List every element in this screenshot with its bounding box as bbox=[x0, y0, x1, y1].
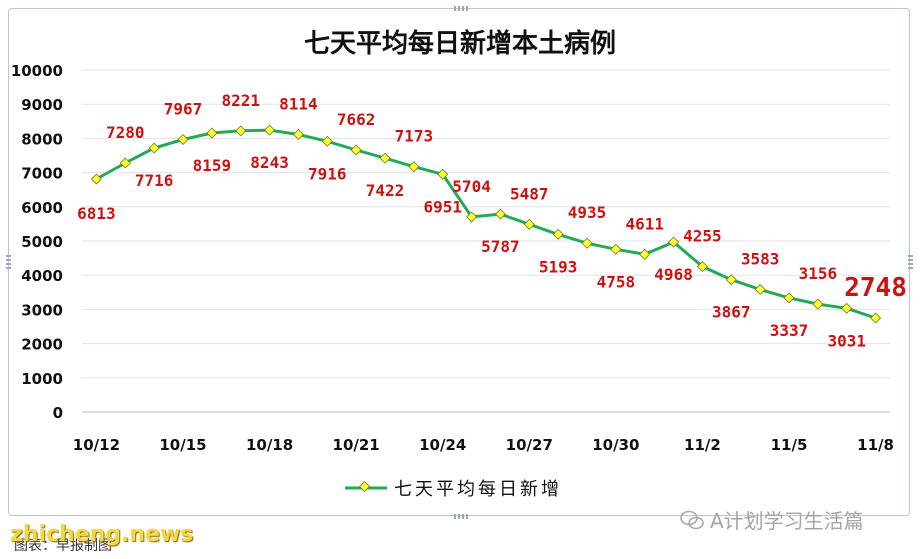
legend: 七天平均每日新增 bbox=[345, 479, 562, 500]
data-point bbox=[754, 283, 766, 295]
series-markers bbox=[90, 124, 882, 324]
x-tick-label: 11/2 bbox=[684, 436, 721, 454]
resize-handle-bottom[interactable] bbox=[454, 514, 468, 519]
data-point bbox=[523, 218, 535, 230]
x-axis-ticks: 10/12 10/15 10/18 10/21 10/24 10/27 10/30 11/2 1… bbox=[73, 436, 894, 454]
data-point bbox=[552, 228, 564, 240]
y-tick-label: 10000 bbox=[11, 62, 63, 80]
series-line bbox=[95, 128, 877, 320]
data-point bbox=[783, 292, 795, 304]
x-tick-label: 10/27 bbox=[506, 436, 553, 454]
y-tick-label: 8000 bbox=[21, 130, 63, 148]
data-label: 7422 bbox=[366, 181, 405, 200]
data-label: 7280 bbox=[106, 123, 145, 142]
data-label: 7662 bbox=[337, 110, 376, 129]
y-tick-label: 7000 bbox=[21, 165, 63, 183]
data-labels: 6813 7280 7716 7967 8159 8221 8243 8114 7916 7662… bbox=[77, 91, 907, 350]
data-label: 7173 bbox=[395, 127, 434, 146]
y-tick-label: 4000 bbox=[21, 267, 63, 285]
data-label: 3867 bbox=[712, 303, 751, 322]
data-point bbox=[350, 144, 362, 156]
data-point bbox=[639, 248, 651, 260]
data-label: 7916 bbox=[308, 164, 347, 183]
data-point bbox=[408, 161, 420, 173]
y-tick-label: 2000 bbox=[21, 336, 63, 354]
data-label: 5704 bbox=[452, 177, 491, 196]
data-label-latest: 2748 bbox=[844, 273, 907, 303]
resize-handle-left[interactable] bbox=[6, 255, 11, 269]
x-tick-label: 10/21 bbox=[333, 436, 380, 454]
data-label: 8159 bbox=[193, 156, 232, 175]
data-label: 4758 bbox=[597, 272, 636, 291]
data-point bbox=[725, 274, 737, 286]
data-label: 3156 bbox=[799, 264, 838, 283]
site-watermark: zhicheng.news bbox=[10, 522, 194, 547]
data-label: 5787 bbox=[481, 237, 520, 256]
data-label: 6813 bbox=[77, 204, 116, 223]
y-tick-label: 0 bbox=[53, 404, 63, 422]
data-label: 4935 bbox=[568, 203, 607, 222]
data-point bbox=[610, 243, 622, 255]
data-label: 8114 bbox=[279, 95, 318, 114]
resize-handle-top[interactable] bbox=[454, 6, 468, 11]
data-point bbox=[812, 298, 824, 310]
data-point bbox=[668, 236, 680, 248]
gridlines bbox=[82, 69, 890, 413]
chart-title: 七天平均每日新增本土病例 bbox=[304, 28, 616, 59]
x-tick-label: 11/5 bbox=[771, 436, 808, 454]
data-point bbox=[177, 134, 189, 146]
data-point bbox=[321, 135, 333, 147]
data-point bbox=[264, 124, 276, 136]
y-tick-label: 1000 bbox=[21, 370, 63, 388]
data-label: 7967 bbox=[164, 100, 203, 119]
legend-marker bbox=[358, 480, 371, 493]
data-point bbox=[466, 211, 478, 223]
data-label: 3337 bbox=[770, 321, 809, 340]
y-tick-label: 5000 bbox=[21, 233, 63, 251]
y-tick-label: 9000 bbox=[21, 96, 63, 114]
y-tick-label: 6000 bbox=[21, 199, 63, 217]
data-point bbox=[581, 237, 593, 249]
data-label: 5193 bbox=[539, 257, 578, 276]
x-tick-label: 10/30 bbox=[592, 436, 639, 454]
data-point bbox=[235, 125, 247, 137]
resize-handle-right[interactable] bbox=[908, 255, 913, 269]
legend-label: 七天平均每日新增 bbox=[394, 479, 562, 500]
data-point bbox=[379, 152, 391, 164]
data-point bbox=[870, 312, 882, 324]
data-label: 8243 bbox=[250, 153, 289, 172]
x-tick-label: 10/24 bbox=[419, 436, 466, 454]
data-point bbox=[696, 260, 708, 272]
data-point bbox=[292, 128, 304, 141]
data-point bbox=[119, 157, 131, 169]
data-point bbox=[841, 302, 853, 314]
x-tick-label: 11/8 bbox=[857, 436, 894, 454]
chat-bubble-icon bbox=[680, 510, 704, 529]
data-label: 3583 bbox=[741, 249, 780, 268]
watermark: A计划学习生活篇 bbox=[680, 505, 864, 534]
x-tick-label: 10/15 bbox=[159, 436, 206, 454]
data-label: 8221 bbox=[221, 91, 260, 110]
data-point bbox=[90, 173, 102, 185]
data-label: 4968 bbox=[654, 265, 693, 284]
data-label: 7716 bbox=[135, 171, 174, 190]
data-label: 3031 bbox=[827, 331, 866, 350]
series-line-path bbox=[95, 128, 877, 320]
data-point bbox=[494, 208, 506, 220]
watermark-text: A计划学习生活篇 bbox=[710, 509, 864, 533]
data-label: 4255 bbox=[683, 226, 722, 245]
y-axis-ticks: 0 1000 2000 3000 4000 5000 6000 7000 8000 9000 100… bbox=[11, 62, 63, 422]
y-tick-label: 3000 bbox=[21, 301, 63, 319]
source-note: 图表：早报制图 bbox=[14, 538, 112, 554]
chart-frame bbox=[8, 8, 910, 516]
data-label: 6951 bbox=[423, 197, 462, 216]
data-point bbox=[437, 168, 449, 180]
x-tick-label: 10/12 bbox=[73, 436, 120, 454]
data-point bbox=[148, 142, 160, 154]
data-point bbox=[206, 127, 218, 139]
x-tick-label: 10/18 bbox=[246, 436, 293, 454]
data-label: 4611 bbox=[625, 214, 664, 233]
data-label: 5487 bbox=[510, 184, 549, 203]
